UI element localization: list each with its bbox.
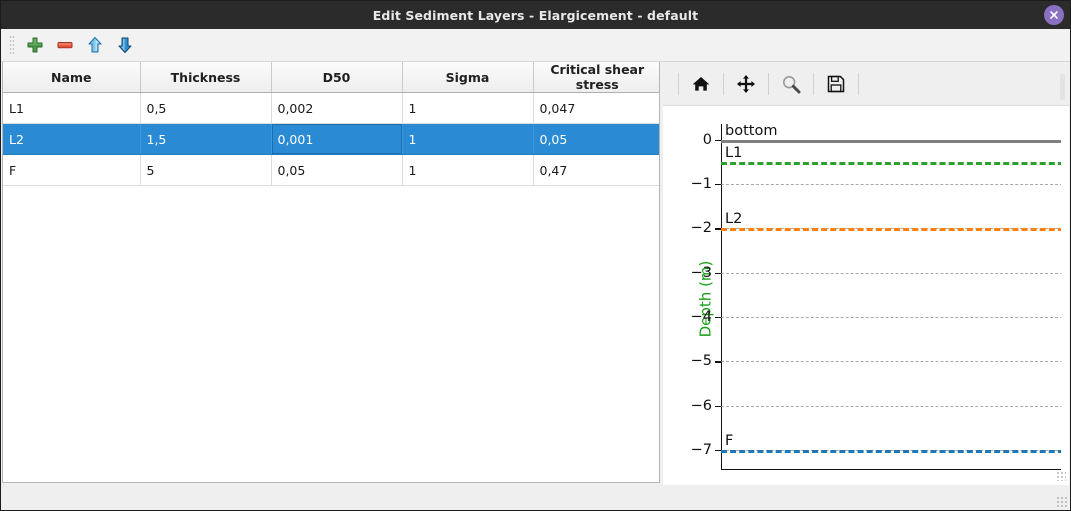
- add-layer-button[interactable]: [20, 32, 50, 58]
- minus-icon: [57, 42, 73, 49]
- cell-d50[interactable]: 0,05: [271, 154, 403, 186]
- move-down-button[interactable]: [110, 32, 140, 58]
- sediment-layers-table-panel: Name Thickness D50 Sigma Critical shear …: [2, 62, 660, 483]
- layer-label-L1: L1: [725, 144, 743, 161]
- cell-sigma[interactable]: 1: [402, 123, 534, 155]
- cell-d50[interactable]: 0,001: [271, 123, 403, 155]
- plus-icon: [27, 37, 43, 53]
- y-tick: [715, 361, 721, 363]
- magnifier-icon: [782, 75, 801, 93]
- title-bar: Edit Sediment Layers - Elargicement - de…: [1, 1, 1070, 29]
- move-icon: [737, 74, 755, 93]
- cell-critical-shear-stress[interactable]: 0,05: [533, 123, 659, 155]
- cell-d50[interactable]: 0,002: [271, 92, 403, 124]
- window-title: Edit Sediment Layers - Elargicement - de…: [372, 7, 699, 23]
- sediment-layers-table: Name Thickness D50 Sigma Critical shear …: [3, 62, 659, 186]
- cell-thickness[interactable]: 1,5: [140, 123, 272, 155]
- zoom-button[interactable]: [774, 69, 808, 99]
- status-strip: [1, 486, 1070, 510]
- y-tick-label: −7: [690, 442, 712, 459]
- column-header-sigma[interactable]: Sigma: [402, 62, 534, 93]
- y-tick: [715, 228, 721, 230]
- arrow-down-icon: [118, 37, 132, 53]
- move-up-button[interactable]: [80, 32, 110, 58]
- cell-critical-shear-stress[interactable]: 0,047: [533, 92, 659, 124]
- depth-profile-panel: Depth (m) 0 −1 −2 −3 −4 −5 −6 −7 bottom L1 L2 F: [663, 62, 1069, 485]
- cell-name[interactable]: L1: [3, 92, 141, 124]
- cell-thickness[interactable]: 5: [140, 154, 272, 186]
- cell-sigma[interactable]: 1: [402, 154, 534, 186]
- cell-name[interactable]: F: [3, 154, 141, 186]
- window-body: Name Thickness D50 Sigma Critical shear …: [1, 62, 1070, 509]
- y-tick-label: 0: [702, 131, 712, 148]
- home-button[interactable]: [684, 69, 718, 99]
- grid-line: [721, 316, 1061, 318]
- column-header-critical-shear-stress[interactable]: Critical shear stress: [533, 62, 659, 93]
- y-tick-label: −6: [690, 397, 712, 414]
- y-tick-label: −5: [690, 353, 712, 370]
- grid-line: [721, 405, 1061, 407]
- figure-vertical-scrollbar[interactable]: [1061, 107, 1068, 485]
- toolbar-separator: [813, 72, 814, 95]
- table-row-selected[interactable]: L2 1,5 0,001 1 0,05: [3, 123, 659, 155]
- layer-line-L2: [721, 228, 1061, 232]
- grid-line: [721, 183, 1061, 185]
- matplotlib-toolbar: [663, 62, 1069, 106]
- remove-layer-button[interactable]: [50, 32, 80, 58]
- grid-line: [721, 272, 1061, 274]
- cell-critical-shear-stress[interactable]: 0,47: [533, 154, 659, 186]
- toolbar-separator: [723, 72, 724, 95]
- y-tick: [715, 139, 721, 141]
- y-tick-label: −4: [690, 308, 712, 325]
- window-resize-grip[interactable]: [1056, 496, 1067, 507]
- y-tick: [715, 183, 721, 186]
- grid-line: [721, 361, 1061, 363]
- pan-button[interactable]: [729, 69, 763, 99]
- floppy-disk-icon: [827, 75, 845, 92]
- toolbar-separator: [678, 72, 679, 95]
- layer-label-bottom: bottom: [725, 122, 778, 139]
- x-axis-spine: [721, 468, 1061, 470]
- y-tick: [715, 316, 721, 319]
- main-toolbar: [1, 29, 1070, 62]
- scrollbar-thumb[interactable]: [1062, 107, 1067, 167]
- column-header-name[interactable]: Name: [3, 62, 141, 93]
- toolbar-separator: [768, 72, 769, 95]
- column-header-thickness[interactable]: Thickness: [140, 62, 272, 93]
- toolbar-separator: [858, 72, 859, 95]
- save-button[interactable]: [819, 69, 853, 99]
- close-icon[interactable]: [1044, 5, 1064, 25]
- arrow-up-icon: [88, 37, 102, 53]
- figure: Depth (m) 0 −1 −2 −3 −4 −5 −6 −7 bottom L1 L2 F: [663, 107, 1061, 485]
- column-header-d50[interactable]: D50: [271, 62, 403, 93]
- y-tick: [715, 405, 721, 407]
- home-icon: [692, 76, 710, 91]
- cell-name[interactable]: L2: [3, 123, 141, 155]
- table-row[interactable]: F 5 0,05 1 0,47: [3, 154, 659, 186]
- splitter-grip[interactable]: [1056, 471, 1066, 481]
- layer-label-L2: L2: [725, 211, 743, 228]
- y-tick: [715, 272, 721, 274]
- layer-label-F: F: [725, 432, 734, 449]
- table-header-row: Name Thickness D50 Sigma Critical shear …: [3, 62, 659, 93]
- y-tick-label: −1: [690, 175, 712, 192]
- y-tick-label: −2: [690, 220, 712, 237]
- toolbar-scrollbar[interactable]: [1060, 74, 1065, 100]
- layer-line-F: [721, 450, 1061, 454]
- figure-canvas[interactable]: Depth (m) 0 −1 −2 −3 −4 −5 −6 −7 bottom L1 L2 F: [663, 107, 1061, 485]
- y-tick-label: −3: [690, 264, 712, 281]
- layer-line-bottom: [721, 139, 1061, 143]
- axes: 0 −1 −2 −3 −4 −5 −6 −7 bottom L1 L2 F: [691, 122, 1061, 470]
- y-tick: [715, 450, 721, 452]
- cell-sigma[interactable]: 1: [402, 92, 534, 124]
- toolbar-drag-handle[interactable]: [9, 35, 15, 55]
- cell-thickness[interactable]: 0,5: [140, 92, 272, 124]
- layer-line-L1: [721, 161, 1061, 165]
- y-axis-spine: [721, 124, 723, 470]
- table-row[interactable]: L1 0,5 0,002 1 0,047: [3, 92, 659, 124]
